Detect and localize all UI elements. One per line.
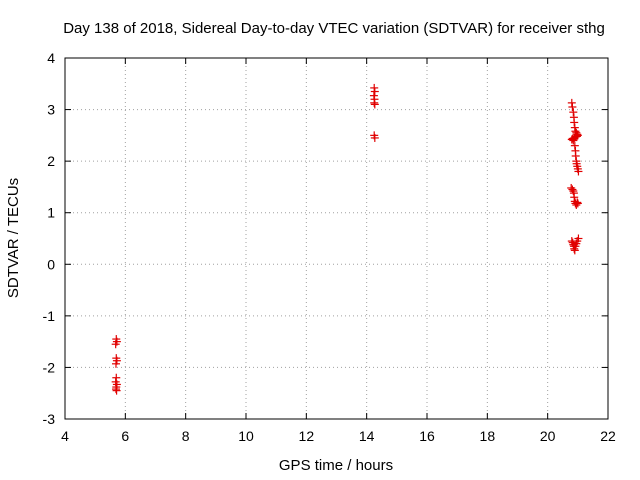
data-point xyxy=(571,151,580,160)
y-tick-label: 1 xyxy=(47,205,55,221)
x-tick-label: 16 xyxy=(419,428,435,444)
x-tick-label: 6 xyxy=(121,428,129,444)
data-point xyxy=(570,141,579,150)
data-point xyxy=(569,108,578,117)
plot-frame xyxy=(64,57,609,420)
data-points xyxy=(111,83,583,395)
data-point xyxy=(568,102,577,111)
data-point xyxy=(570,123,579,132)
x-axis: 4 6 8 10 12 14 16 18 20 22 xyxy=(61,58,616,444)
data-point xyxy=(569,187,578,196)
x-tick-label: 12 xyxy=(299,428,315,444)
chart-title: Day 138 of 2018, Sidereal Day-to-day VTE… xyxy=(63,20,605,37)
data-point xyxy=(573,199,582,208)
x-tick-label: 22 xyxy=(600,428,616,444)
grid xyxy=(65,58,608,419)
y-axis-label: SDTVAR / TECUs xyxy=(5,178,22,298)
data-point xyxy=(111,340,120,349)
y-tick-label: -3 xyxy=(43,411,56,427)
y-axis: -3 -2 -1 0 1 2 3 4 xyxy=(43,50,608,427)
data-point xyxy=(111,359,120,368)
y-tick-label: -1 xyxy=(43,308,56,324)
x-tick-label: 8 xyxy=(182,428,190,444)
data-point xyxy=(567,135,576,144)
x-tick-label: 18 xyxy=(480,428,496,444)
data-point xyxy=(569,136,578,145)
y-tick-label: 3 xyxy=(47,102,55,118)
data-point xyxy=(369,91,378,100)
data-point xyxy=(370,83,379,92)
data-point xyxy=(112,386,121,395)
data-point xyxy=(573,198,582,207)
y-tick-label: -2 xyxy=(43,359,56,375)
data-point xyxy=(568,185,577,194)
data-point xyxy=(570,193,579,202)
data-point xyxy=(370,100,379,109)
data-point xyxy=(570,118,579,127)
data-point xyxy=(112,373,121,382)
x-axis-label: GPS time / hours xyxy=(279,457,393,474)
data-point xyxy=(370,133,379,142)
data-point xyxy=(111,385,120,394)
data-point xyxy=(570,246,579,255)
data-point xyxy=(568,134,577,143)
x-tick-label: 10 xyxy=(238,428,254,444)
data-point xyxy=(574,167,583,176)
x-tick-label: 14 xyxy=(359,428,375,444)
data-point xyxy=(574,234,583,243)
y-tick-label: 2 xyxy=(47,153,55,169)
data-point xyxy=(370,87,379,96)
x-tick-label: 4 xyxy=(61,428,69,444)
x-tick-label: 20 xyxy=(540,428,556,444)
y-tick-label: 0 xyxy=(47,256,55,272)
y-tick-label: 4 xyxy=(47,50,55,66)
data-point xyxy=(567,98,576,107)
data-point xyxy=(370,98,379,107)
